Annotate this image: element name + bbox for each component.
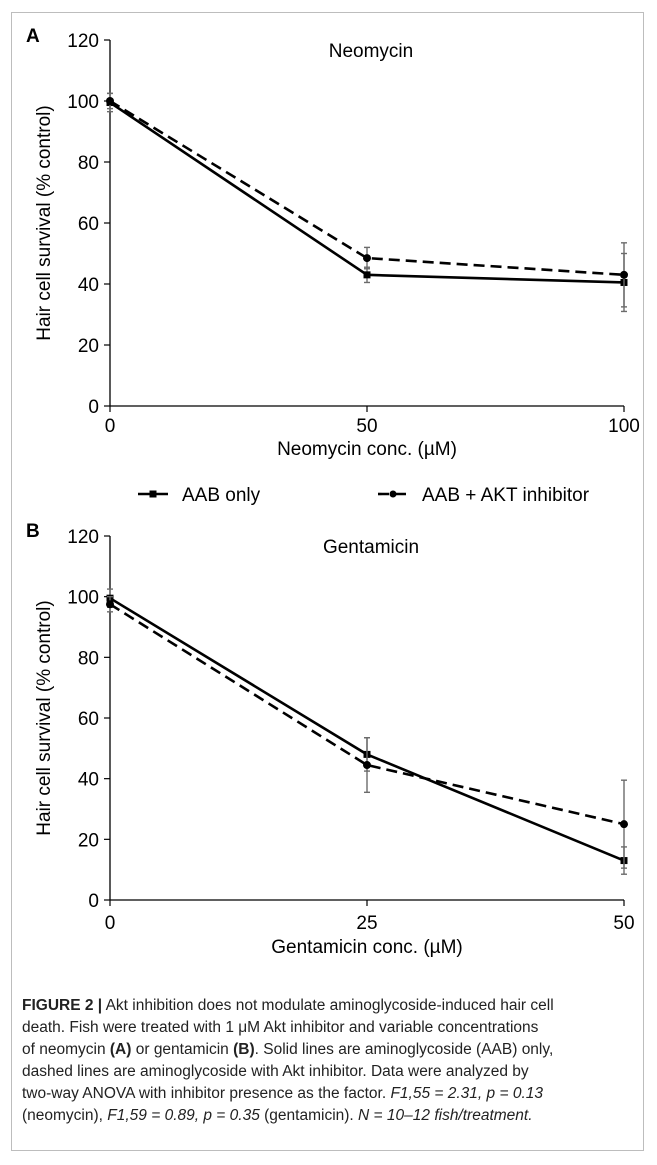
y-tick-label: 20 <box>78 830 99 851</box>
y-tick-label: 120 <box>67 527 99 548</box>
caption-panel-ref: (A) <box>109 1041 132 1058</box>
panel-letter: B <box>26 521 40 542</box>
caption-stat: F1,59 = 0.89, p = 0.35 <box>107 1107 260 1124</box>
y-tick-label: 80 <box>78 153 99 174</box>
x-tick-label: 25 <box>356 913 377 934</box>
panel-letter: A <box>26 26 40 47</box>
y-tick-label: 60 <box>78 709 99 730</box>
y-tick-label: 120 <box>67 31 99 52</box>
chart-title: Neomycin <box>329 41 413 62</box>
y-tick-label: 60 <box>78 214 99 235</box>
caption-text: death. Fish were treated with 1 μM Akt i… <box>22 1019 539 1036</box>
legend: AAB only AAB + AKT inhibitor <box>138 485 590 506</box>
y-axis-label: Hair cell survival (% control) <box>34 105 55 340</box>
series-line <box>109 597 625 862</box>
caption-text: . Solid lines are aminoglycoside (AAB) o… <box>254 1041 554 1058</box>
series-aab-akt-inhibitor <box>106 595 628 869</box>
y-tick-label: 100 <box>67 92 99 113</box>
caption-text: (gentamicin). <box>264 1107 354 1124</box>
legend-swatch-marker <box>389 490 397 498</box>
x-tick-label: 50 <box>613 913 634 934</box>
caption-text: Akt inhibition does not modulate aminogl… <box>102 997 554 1014</box>
chart-area: A Neomycin 0 20 40 60 80 100 120 0 50 100 Neomycin c… <box>26 26 640 958</box>
chart-panel-b: B Gentamicin 0 20 40 60 80 100 120 0 25 50 Gentamici… <box>26 521 635 958</box>
data-point-circle <box>106 97 114 105</box>
caption-stat: F1,55 = 2.31, p = 0.13 <box>390 1085 543 1102</box>
caption-panel-ref: (B) <box>233 1041 255 1058</box>
figure-caption: FIGURE 2 | Akt inhibition does not modul… <box>22 995 634 1127</box>
x-tick-label: 0 <box>105 416 116 437</box>
legend-item: AAB only <box>138 485 261 506</box>
y-axis-label: Hair cell survival (% control) <box>34 600 55 835</box>
series-aab-only <box>106 588 628 875</box>
x-axis-label: Neomycin conc. (µM) <box>277 439 457 460</box>
data-point-circle <box>620 820 628 829</box>
y-tick-label: 0 <box>88 397 99 418</box>
caption-text: or gentamicin <box>131 1041 234 1058</box>
y-tick-label: 20 <box>78 336 99 357</box>
chart-title: Gentamicin <box>323 537 419 558</box>
y-tick-label: 0 <box>88 891 99 912</box>
data-point-circle <box>363 254 371 263</box>
y-tick-label: 80 <box>78 648 99 669</box>
x-tick-label: 0 <box>105 913 116 934</box>
legend-label: AAB + AKT inhibitor <box>422 485 590 506</box>
y-tick-label: 40 <box>78 770 99 791</box>
data-point-circle <box>363 761 371 770</box>
legend-swatch-marker <box>149 490 157 498</box>
y-tick-label: 100 <box>67 588 99 609</box>
x-axis-label: Gentamicin conc. (µM) <box>271 937 463 958</box>
x-tick-label: 50 <box>356 416 377 437</box>
data-point-circle <box>620 270 628 279</box>
series-line <box>109 603 625 826</box>
caption-label: FIGURE 2 | <box>22 997 103 1014</box>
data-point-circle <box>106 600 114 609</box>
data-point-square <box>363 271 371 279</box>
series-aab-akt-inhibitor <box>106 92 628 308</box>
caption-text: two-way ANOVA with inhibitor presence as… <box>22 1085 387 1102</box>
caption-text: (neomycin), <box>22 1107 103 1124</box>
x-tick-label: 100 <box>608 416 640 437</box>
legend-item: AAB + AKT inhibitor <box>378 485 590 506</box>
caption-stat: N = 10–12 fish/treatment. <box>358 1107 533 1124</box>
legend-label: AAB only <box>182 485 261 506</box>
series-aab-only <box>106 92 628 313</box>
chart-panel-a: A Neomycin 0 20 40 60 80 100 120 0 50 100 Neomycin c… <box>26 26 640 460</box>
caption-text: dashed lines are aminoglycoside with Akt… <box>22 1063 529 1080</box>
y-tick-label: 40 <box>78 275 99 296</box>
caption-text: of neomycin <box>22 1041 110 1058</box>
